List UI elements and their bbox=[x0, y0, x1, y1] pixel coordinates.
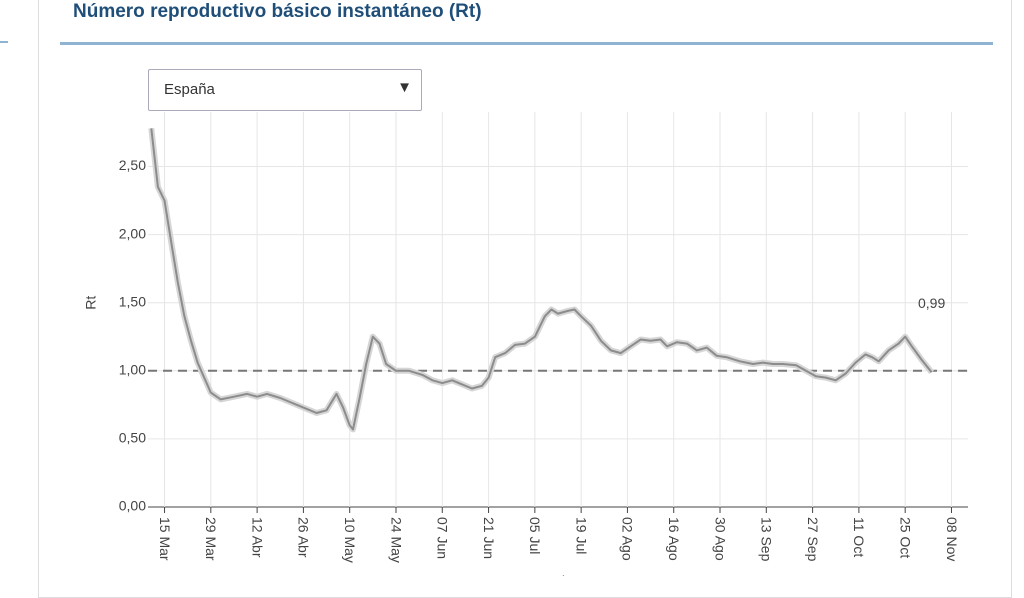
x-tick-label: 13 Sep bbox=[759, 517, 775, 562]
x-tick-label: 27 Sep bbox=[805, 517, 821, 562]
x-tick-label: 29 Mar bbox=[203, 517, 219, 561]
confidence-band bbox=[148, 127, 934, 433]
x-tick-label: 25 Oct bbox=[897, 517, 913, 558]
x-tick-label: 16 Ago bbox=[666, 517, 682, 561]
y-tick-label: 0,50 bbox=[119, 430, 146, 446]
side-rule bbox=[0, 41, 8, 43]
y-tick-label: 2,00 bbox=[119, 225, 146, 241]
x-tick-label: 12 Abr bbox=[249, 517, 265, 558]
y-tick-label: 1,00 bbox=[119, 361, 146, 377]
x-tick-label: 05 Jul bbox=[527, 517, 543, 554]
chart: 0,00 0,50 1,00 1,50 2,00 2,50 15 Mar 29 Mar 12 A… bbox=[83, 112, 968, 576]
x-axis-label: Fecha bbox=[539, 573, 578, 576]
y-tick-label: 1,50 bbox=[119, 293, 146, 309]
title-rule bbox=[60, 42, 993, 45]
region-select[interactable]: España ▼ bbox=[148, 69, 422, 111]
y-axis-label: Rt bbox=[83, 296, 99, 310]
x-tick-label: 24 May bbox=[388, 517, 404, 563]
rt-line bbox=[150, 128, 933, 431]
y-tick-label: 0,00 bbox=[119, 498, 146, 514]
select-arrow: ▼ bbox=[397, 79, 412, 96]
x-tick-label: 21 Jun bbox=[481, 517, 497, 559]
x-tick-label: 10 May bbox=[342, 517, 358, 563]
page-title: Número reproductivo básico instantáneo (… bbox=[73, 1, 482, 22]
x-tick-label: 26 Abr bbox=[296, 517, 312, 558]
x-tick-label: 19 Jul bbox=[573, 517, 589, 554]
x-tick-label: 11 Oct bbox=[851, 517, 867, 557]
x-tick-label: 15 Mar bbox=[157, 517, 173, 561]
y-tick-label: 2,50 bbox=[119, 157, 146, 173]
x-tick-label: 07 Jun bbox=[435, 517, 451, 559]
x-tick-label: 02 Ago bbox=[620, 517, 636, 561]
select-value: España bbox=[164, 81, 215, 98]
x-tick-label: 08 Nov bbox=[944, 517, 960, 561]
x-tick-label: 30 Ago bbox=[712, 517, 728, 561]
end-annotation: 0,99 bbox=[918, 295, 945, 311]
